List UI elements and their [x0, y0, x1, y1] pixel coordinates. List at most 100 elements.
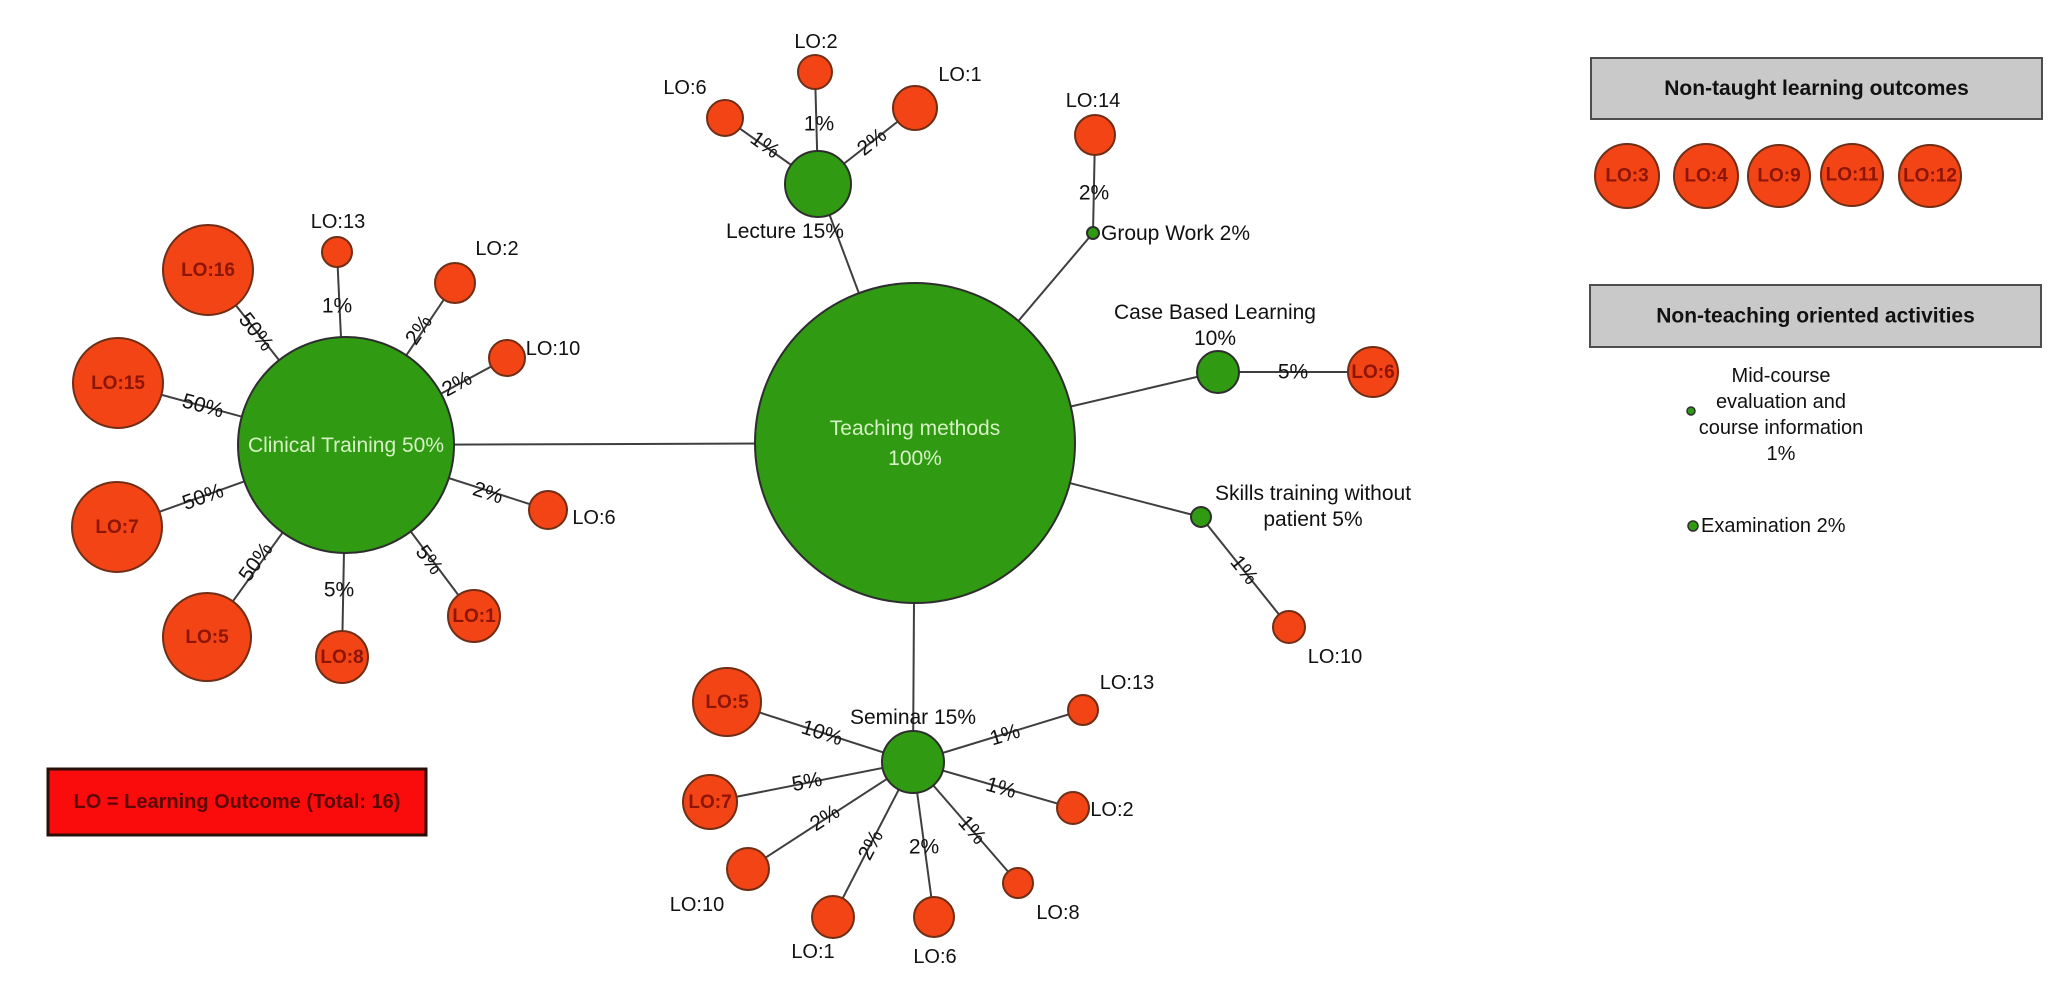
- node-sem-lo2-outcome-bubble[interactable]: [1056, 791, 1090, 825]
- node-label-cl-lo13: LO:13: [311, 211, 365, 233]
- legend-outcome-bubble-lo3: [1594, 143, 1660, 209]
- legend-non-taught-box: [1590, 57, 2043, 120]
- node-sem-lo13-outcome-bubble[interactable]: [1067, 694, 1099, 726]
- edge-percent-label: 2%: [470, 477, 506, 508]
- node-label-cl-lo16: LO:16: [181, 260, 235, 281]
- node-label-lec-lo2: LO:2: [794, 31, 837, 53]
- legend-outcome-label: LO:9: [1757, 166, 1800, 187]
- legend-outcome-bubble-lo9: [1747, 144, 1811, 208]
- node-label-sem-lo5: LO:5: [705, 692, 749, 713]
- node-sem-lo10-outcome-bubble[interactable]: [726, 847, 770, 891]
- node-cl-lo5-outcome-bubble[interactable]: [162, 592, 252, 682]
- edge-percent-label: 1%: [983, 773, 1019, 803]
- node-sem-lo5-outcome-bubble[interactable]: [692, 667, 762, 737]
- node-lecture-method-bubble[interactable]: [784, 150, 852, 218]
- note: LO = Learning Outcome (Total: 16): [46, 767, 428, 837]
- node-label-clinical: Clinical Training 50%: [248, 434, 444, 457]
- edge-percent-label: 1%: [953, 811, 990, 849]
- node-labels: Teaching methods 100% Clinical Training 50…: [91, 31, 1411, 968]
- node-skills-method-bubble[interactable]: [1190, 506, 1212, 528]
- node-sem-lo1-outcome-bubble[interactable]: [811, 895, 855, 939]
- node-cl-lo15-outcome-bubble[interactable]: [72, 337, 164, 429]
- edge-percent-label: 2%: [853, 124, 891, 161]
- legend-outcome-bubble-lo12: [1898, 144, 1962, 208]
- edge-percent-label: 50%: [234, 308, 278, 355]
- edge-percent-label: 1%: [1226, 551, 1263, 589]
- edge-percent-label: 2%: [909, 836, 939, 859]
- note-label: LO = Learning Outcome (Total: 16): [74, 791, 401, 813]
- node-label-seminar: Seminar 15%: [850, 706, 976, 729]
- legend-outcome-label: LO:12: [1903, 166, 1957, 187]
- node-gw-lo14-outcome-bubble[interactable]: [1074, 114, 1116, 156]
- legend-non-taught: Non-taught learning outcomes LO:3 LO:4 LO:9…: [1590, 57, 2043, 209]
- node-label-teaching: Teaching methods 100%: [830, 417, 1000, 470]
- legend-outcome-bubble-lo11: [1820, 143, 1884, 207]
- node-cl-lo7-outcome-bubble[interactable]: [71, 481, 163, 573]
- legend-outcome-bubble-lo4: [1673, 143, 1739, 209]
- edge-skills-sk-lo10: [1200, 516, 1290, 628]
- node-label-cl-lo7: LO:7: [95, 517, 138, 538]
- node-cl-lo16-outcome-bubble[interactable]: [162, 224, 254, 316]
- legend-non-taught-title: Non-taught learning outcomes: [1664, 77, 1969, 100]
- node-lec-lo6-outcome-bubble[interactable]: [706, 99, 744, 137]
- node-groupwork-method-bubble[interactable]: [1086, 226, 1100, 240]
- node-sem-lo6-outcome-bubble[interactable]: [913, 896, 955, 938]
- edge-percent-label: 1%: [987, 720, 1023, 751]
- legend-non-teaching: Non-teaching oriented activities Mid-cour…: [1589, 284, 2042, 537]
- node-cl-lo6-outcome-bubble[interactable]: [528, 490, 568, 530]
- node-cl-lo8-outcome-bubble[interactable]: [315, 630, 369, 684]
- node-label-skills: Skills training without patient 5%: [1215, 482, 1411, 531]
- node-label-cl-lo5: LO:5: [185, 627, 229, 648]
- node-cl-lo10-outcome-bubble[interactable]: [488, 339, 526, 377]
- node-label-cl-lo2: LO:2: [475, 238, 518, 260]
- node-lec-lo2-outcome-bubble[interactable]: [797, 54, 833, 90]
- node-sk-lo10-outcome-bubble[interactable]: [1272, 610, 1306, 644]
- legend-outcome-label: LO:3: [1605, 166, 1648, 187]
- edge-percent-label: 1%: [322, 295, 352, 318]
- legend-outcome-label: LO:4: [1684, 166, 1728, 187]
- node-label-cl-lo1: LO:1: [452, 606, 496, 627]
- node-clinical-method-bubble[interactable]: [237, 336, 455, 554]
- nodes: [71, 54, 1399, 939]
- edge-percent-label: 2%: [806, 800, 844, 836]
- edge-seminar-sem-lo10: [747, 761, 914, 870]
- legend-activity-dot: [1687, 520, 1699, 532]
- node-case-lo6-outcome-bubble[interactable]: [1347, 346, 1399, 398]
- node-lec-lo1-outcome-bubble[interactable]: [892, 85, 938, 131]
- node-label-cl-lo8: LO:8: [320, 647, 363, 668]
- edge-percent-label: 2%: [1079, 182, 1109, 205]
- node-label-cl-lo6: LO:6: [572, 507, 615, 529]
- node-sem-lo7-outcome-bubble[interactable]: [682, 774, 738, 830]
- node-label-sem-lo8: LO:8: [1036, 902, 1079, 924]
- node-label-case-lo6: LO:6: [1351, 362, 1394, 383]
- node-label-cl-lo10: LO:10: [526, 338, 580, 360]
- legend-activity-label: Mid-course evaluation and course informati…: [1699, 365, 1864, 465]
- edge-percent-label: 5%: [1278, 361, 1308, 384]
- node-label-lec-lo1: LO:1: [938, 64, 981, 86]
- node-cl-lo13-outcome-bubble[interactable]: [321, 236, 353, 268]
- node-case-method-bubble[interactable]: [1196, 350, 1240, 394]
- legend-outcome-label: LO:11: [1826, 165, 1879, 186]
- node-label-gw-lo14: LO:14: [1066, 90, 1120, 112]
- node-cl-lo2-outcome-bubble[interactable]: [434, 262, 476, 304]
- edge-percent-label: 2%: [438, 367, 476, 402]
- node-label-sem-lo13: LO:13: [1100, 672, 1154, 694]
- node-cl-lo1-outcome-bubble[interactable]: [447, 589, 501, 643]
- legend-non-teaching-box: [1589, 284, 2042, 348]
- edge-percent-label: 1%: [804, 113, 834, 136]
- node-label-groupwork: Group Work 2%: [1101, 222, 1250, 245]
- node-sem-lo8-outcome-bubble[interactable]: [1002, 867, 1034, 899]
- node-seminar-method-bubble[interactable]: [881, 730, 945, 794]
- node-label-lecture: Lecture 15%: [726, 220, 844, 243]
- edge-percent-label: 2%: [854, 826, 888, 864]
- node-label-sem-lo10: LO:10: [670, 894, 724, 916]
- legend-activity-label: Examination 2%: [1701, 515, 1846, 537]
- node-label-case: Case Based Learning 10%: [1114, 301, 1316, 350]
- node-label-sk-lo10: LO:10: [1308, 646, 1362, 668]
- legend-non-teaching-title: Non-teaching oriented activities: [1656, 305, 1975, 328]
- edge-percent-label: 5%: [324, 579, 354, 602]
- node-teaching-method-bubble[interactable]: [754, 282, 1076, 604]
- edge-percent-label: 1%: [746, 127, 784, 163]
